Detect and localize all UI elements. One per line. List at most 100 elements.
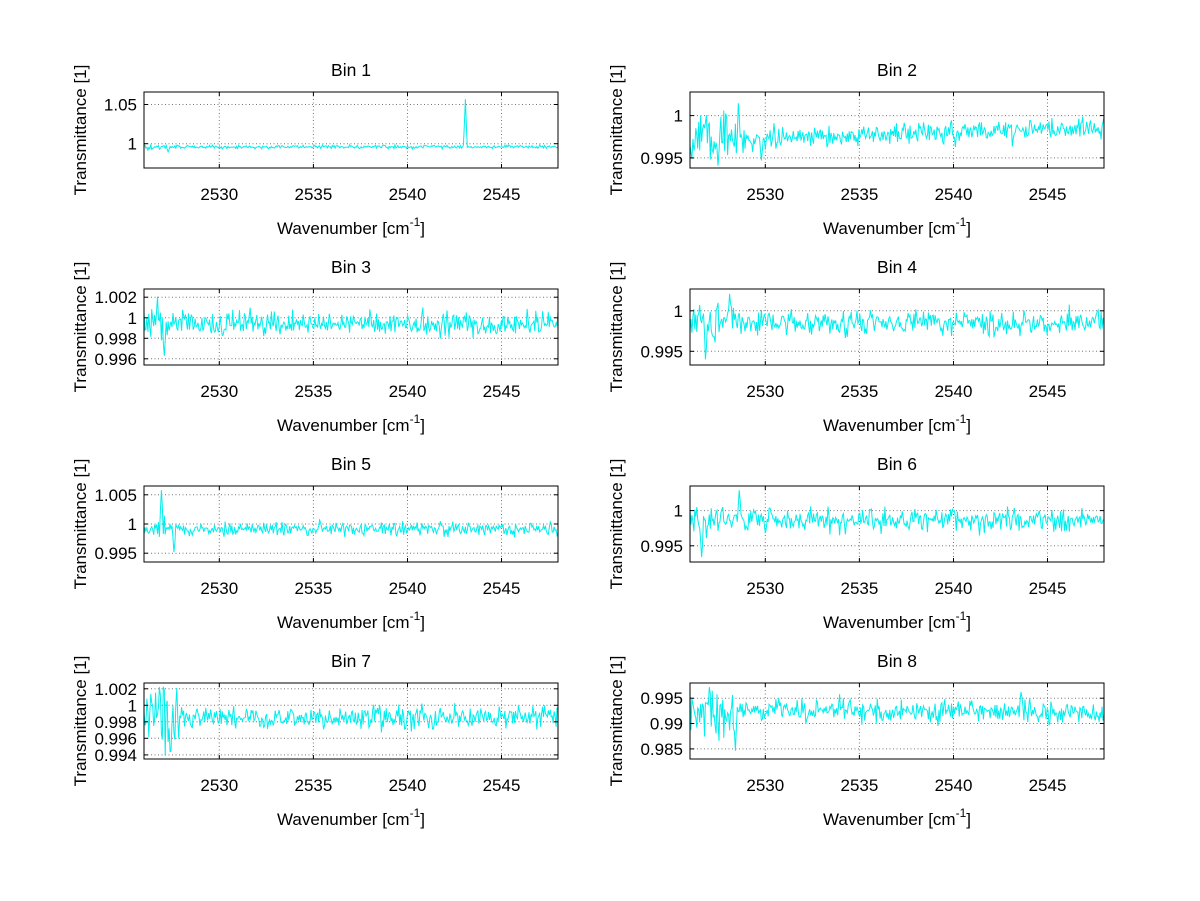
subplot-bin-4: Bin 4 2530 2535 2540 2545 0.995 1 Wavenumber [c… — [600, 239, 1200, 436]
y-axis-label: Transmittance [1] — [607, 262, 626, 393]
x-tick-label: 2545 — [1029, 382, 1067, 401]
x-axis-label: Wavenumber [cm-1] — [823, 609, 971, 632]
y-tick-label: 0.996 — [94, 729, 137, 748]
series-line — [690, 687, 1104, 751]
subplot-svg: Bin 1 2530 2535 2540 2545 1 1.05 Wavenumber [cm… — [71, 60, 559, 238]
y-tick-label: 0.995 — [640, 149, 683, 168]
y-tick-label: 0.995 — [640, 689, 683, 708]
x-tick-label: 2540 — [935, 776, 973, 795]
y-tick-label: 1 — [674, 502, 683, 521]
subplot-bin-3: Bin 3 2530 2535 2540 2545 0.996 0.998 1 1.002 Wav… — [0, 239, 600, 436]
x-axis-label: Wavenumber [cm-1] — [823, 215, 971, 238]
x-tick-label: 2540 — [389, 579, 427, 598]
x-tick-label: 2545 — [1029, 185, 1067, 204]
x-tick-label: 2530 — [746, 382, 784, 401]
x-tick-label: 2540 — [389, 382, 427, 401]
y-tick-label: 0.998 — [94, 713, 137, 732]
subplot-bin-7: Bin 7 2530 2535 2540 2545 0.994 0.996 0.998 1 1.0… — [0, 633, 600, 830]
series-line — [690, 293, 1104, 360]
series-line — [144, 686, 558, 756]
plot-frame — [143, 91, 559, 169]
y-tick-label: 0.99 — [650, 715, 683, 734]
x-tick-label: 2545 — [483, 579, 521, 598]
subplot-bin-1: Bin 1 2530 2535 2540 2545 1 1.05 Wavenumber [cm… — [0, 42, 600, 239]
series-line — [144, 490, 558, 553]
y-tick-label: 1 — [674, 107, 683, 126]
subplot-bin-2: Bin 2 2530 2535 2540 2545 0.995 1 Wavenumber [c… — [600, 42, 1200, 239]
y-tick-label: 1.05 — [104, 96, 137, 115]
x-tick-label: 2535 — [840, 382, 878, 401]
y-tick-label: 0.996 — [94, 350, 137, 369]
plot-frame — [143, 682, 559, 760]
x-tick-label: 2545 — [483, 776, 521, 795]
y-axis-label: Transmittance [1] — [607, 656, 626, 787]
plot-frame — [689, 91, 1105, 169]
subplot-title: Bin 3 — [331, 257, 371, 277]
y-tick-label: 0.985 — [640, 740, 683, 759]
x-axis-label: Wavenumber [cm-1] — [277, 806, 425, 829]
x-axis-label: Wavenumber [cm-1] — [823, 412, 971, 435]
y-axis-label: Transmittance [1] — [607, 459, 626, 590]
x-tick-label: 2530 — [200, 776, 238, 795]
subplot-title: Bin 8 — [877, 651, 917, 671]
y-axis-label: Transmittance [1] — [71, 65, 90, 196]
subplot-bin-8: Bin 8 2530 2535 2540 2545 0.985 0.99 0.995 Waven… — [600, 633, 1200, 830]
x-tick-label: 2530 — [746, 185, 784, 204]
x-tick-label: 2545 — [1029, 776, 1067, 795]
y-axis-label: Transmittance [1] — [71, 262, 90, 393]
subplot-title: Bin 1 — [331, 60, 371, 80]
x-tick-label: 2535 — [294, 185, 332, 204]
x-tick-label: 2530 — [200, 579, 238, 598]
y-tick-label: 1.005 — [94, 486, 137, 505]
x-axis-label: Wavenumber [cm-1] — [277, 412, 425, 435]
y-axis-label: Transmittance [1] — [607, 65, 626, 196]
x-tick-label: 2535 — [294, 579, 332, 598]
x-axis-label: Wavenumber [cm-1] — [277, 215, 425, 238]
x-tick-label: 2545 — [483, 382, 521, 401]
y-tick-label: 1 — [128, 515, 137, 534]
subplot-title: Bin 7 — [331, 651, 371, 671]
x-axis-label: Wavenumber [cm-1] — [823, 806, 971, 829]
x-tick-label: 2545 — [1029, 579, 1067, 598]
subplot-svg: Bin 5 2530 2535 2540 2545 0.995 1 1.005 Wavenumb… — [71, 454, 559, 632]
y-tick-label: 1 — [128, 696, 137, 715]
subplot-title: Bin 5 — [331, 454, 371, 474]
x-tick-label: 2535 — [294, 382, 332, 401]
x-tick-label: 2530 — [746, 776, 784, 795]
subplot-svg: Bin 4 2530 2535 2540 2545 0.995 1 Wavenumber [c… — [607, 257, 1105, 435]
subplot-svg: Bin 8 2530 2535 2540 2545 0.985 0.99 0.995 Waven… — [607, 651, 1105, 829]
subplot-title: Bin 4 — [877, 257, 917, 277]
subplot-title: Bin 6 — [877, 454, 917, 474]
x-tick-label: 2530 — [746, 579, 784, 598]
subplot-svg: Bin 2 2530 2535 2540 2545 0.995 1 Wavenumber [c… — [607, 60, 1105, 238]
plot-frame — [689, 288, 1105, 366]
x-tick-label: 2540 — [389, 185, 427, 204]
y-tick-label: 1 — [128, 135, 137, 154]
series-line — [144, 99, 558, 154]
y-tick-label: 1.002 — [94, 288, 137, 307]
x-tick-label: 2540 — [935, 579, 973, 598]
subplot-bin-5: Bin 5 2530 2535 2540 2545 0.995 1 1.005 Wavenumb… — [0, 436, 600, 633]
y-tick-label: 1 — [674, 302, 683, 321]
y-tick-label: 0.995 — [94, 544, 137, 563]
x-tick-label: 2535 — [840, 185, 878, 204]
y-tick-label: 0.995 — [640, 537, 683, 556]
y-tick-label: 0.998 — [94, 329, 137, 348]
plot-frame — [689, 485, 1105, 563]
y-axis-label: Transmittance [1] — [71, 459, 90, 590]
x-tick-label: 2545 — [483, 185, 521, 204]
plot-frame — [143, 288, 559, 366]
x-tick-label: 2540 — [935, 185, 973, 204]
subplot-svg: Bin 6 2530 2535 2540 2545 0.995 1 Wavenumber [c… — [607, 454, 1105, 632]
y-tick-label: 0.995 — [640, 342, 683, 361]
series-line — [690, 103, 1104, 166]
series-line — [144, 296, 558, 356]
x-tick-label: 2535 — [840, 579, 878, 598]
y-tick-label: 1.002 — [94, 680, 137, 699]
x-axis-label: Wavenumber [cm-1] — [277, 609, 425, 632]
y-tick-label: 0.994 — [94, 746, 137, 765]
x-tick-label: 2535 — [294, 776, 332, 795]
x-tick-label: 2530 — [200, 185, 238, 204]
